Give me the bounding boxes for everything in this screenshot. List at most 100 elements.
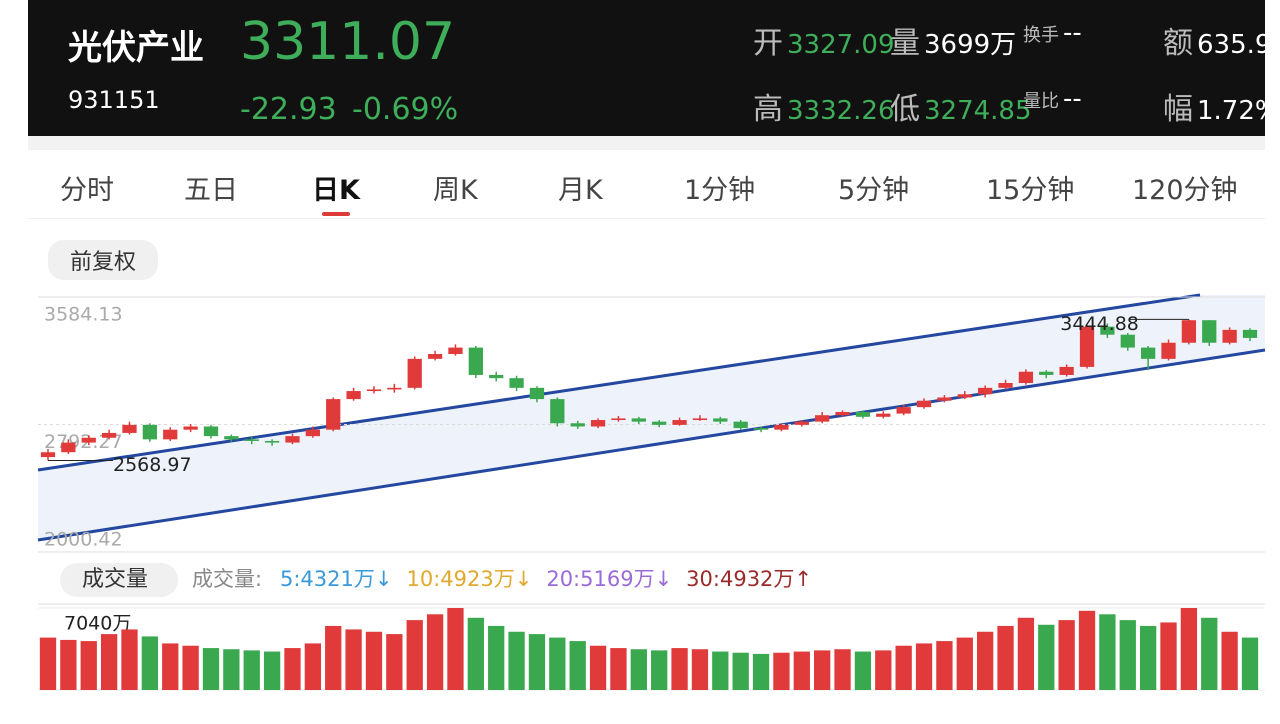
candle-body bbox=[1120, 334, 1135, 348]
volume-bar bbox=[1241, 637, 1259, 690]
volume-title: 成交量 bbox=[82, 567, 148, 592]
volume-bar bbox=[1017, 617, 1035, 690]
volume-bar bbox=[977, 631, 994, 690]
stat-label: 量 bbox=[890, 26, 920, 61]
volume-bar bbox=[895, 645, 912, 690]
candle-body bbox=[407, 358, 422, 388]
stat-label: 额 bbox=[1163, 26, 1193, 61]
tab[interactable]: 120分钟 bbox=[1132, 175, 1238, 206]
tab[interactable]: 五日 bbox=[184, 175, 238, 206]
stat: 低 3274.85 bbox=[890, 84, 1032, 128]
stat: 额 635.9 bbox=[1163, 18, 1265, 62]
stat-label: 换手 bbox=[1023, 25, 1059, 46]
volume-bar bbox=[100, 634, 118, 690]
candle-body bbox=[305, 429, 320, 437]
candle-body bbox=[957, 394, 972, 398]
volume-bar bbox=[1180, 608, 1198, 690]
stat-value: -- bbox=[1063, 84, 1082, 114]
volume-bar bbox=[223, 649, 240, 690]
volume-bar bbox=[80, 641, 97, 690]
candle-body bbox=[81, 437, 96, 443]
y-tick-label: 3584.13 bbox=[44, 304, 123, 326]
volume-bar bbox=[854, 651, 872, 690]
candle-body bbox=[1181, 320, 1197, 343]
stat-value: 635.9 bbox=[1197, 30, 1265, 60]
candle-body bbox=[855, 411, 871, 417]
candle-body bbox=[122, 424, 137, 433]
volume-button[interactable] bbox=[60, 563, 178, 597]
y-tick-label: 2000.42 bbox=[44, 529, 123, 551]
tab[interactable]: 周K bbox=[433, 175, 478, 206]
tab[interactable]: 15分钟 bbox=[986, 175, 1075, 206]
candle-body bbox=[61, 442, 76, 453]
stat-label: 低 bbox=[890, 92, 920, 127]
volume-bar bbox=[467, 617, 484, 690]
ma-legend: 5:4321万↓ bbox=[280, 567, 392, 591]
volume-bar bbox=[284, 648, 301, 690]
candle-body bbox=[590, 420, 606, 427]
tab[interactable]: 5分钟 bbox=[838, 175, 910, 206]
stat: 量 3699万 bbox=[890, 18, 1016, 62]
stat-value: 1.72% bbox=[1197, 96, 1265, 126]
volume-bar bbox=[1078, 610, 1096, 690]
change: -22.93 bbox=[240, 92, 337, 127]
stock-name: 光伏产业 bbox=[68, 28, 204, 68]
candle-body bbox=[1079, 326, 1095, 367]
stat: 高 3332.26 bbox=[753, 84, 895, 128]
volume-bar bbox=[426, 614, 444, 690]
candle-body bbox=[163, 429, 178, 440]
volume-bar bbox=[630, 649, 647, 690]
candle-body bbox=[346, 391, 361, 400]
candle-body bbox=[1100, 326, 1115, 335]
volume-bar bbox=[39, 637, 57, 690]
candle-body bbox=[978, 387, 993, 395]
volume-bar bbox=[263, 651, 281, 690]
volume-bar bbox=[345, 629, 362, 690]
candle-body bbox=[509, 378, 524, 388]
candle-body bbox=[448, 347, 463, 355]
candle-body bbox=[468, 347, 483, 375]
volume-bar bbox=[325, 625, 342, 690]
volume-bar bbox=[610, 648, 627, 690]
stat-value: -- bbox=[1063, 18, 1082, 48]
volume-bar bbox=[793, 651, 810, 690]
candle-body bbox=[835, 411, 850, 416]
divider bbox=[28, 218, 1265, 219]
candle-body bbox=[1059, 366, 1074, 375]
candle-body bbox=[387, 387, 402, 390]
volume-bar bbox=[1201, 617, 1218, 690]
volume-bar bbox=[365, 631, 383, 690]
candle-body bbox=[1141, 347, 1156, 359]
volume-bar bbox=[121, 629, 138, 690]
candle-body bbox=[183, 426, 198, 430]
candle-body bbox=[1222, 329, 1237, 343]
candle-body bbox=[40, 452, 56, 458]
tab[interactable]: 月K bbox=[558, 175, 603, 206]
volume-legend-title: 成交量: bbox=[192, 567, 262, 591]
candle-body bbox=[733, 421, 748, 429]
volume-bar bbox=[202, 648, 220, 690]
volume-bar bbox=[508, 631, 525, 690]
candle-body bbox=[1202, 320, 1217, 343]
tab[interactable]: 日K bbox=[312, 175, 360, 206]
candle-body bbox=[264, 440, 280, 443]
volume-bar bbox=[60, 639, 77, 690]
candle-body bbox=[916, 400, 932, 408]
tab[interactable]: 1分钟 bbox=[684, 175, 756, 206]
stat-label: 幅 bbox=[1163, 92, 1193, 127]
candle-body bbox=[427, 354, 443, 359]
volume-bar bbox=[875, 650, 892, 690]
candle-body bbox=[1242, 329, 1258, 338]
adjust-button[interactable]: 前复权 bbox=[48, 240, 159, 280]
candle-body bbox=[998, 383, 1013, 388]
tab[interactable]: 分时 bbox=[60, 175, 114, 206]
candle-body bbox=[794, 421, 809, 425]
volume-bar bbox=[752, 653, 770, 690]
annotation: 2568.97 bbox=[113, 454, 192, 476]
stat-label: 高 bbox=[753, 92, 783, 127]
volume-bar bbox=[182, 645, 199, 690]
candle-body bbox=[570, 423, 585, 427]
change-pct: -0.69% bbox=[352, 92, 459, 127]
channel-bottom bbox=[37, 348, 1266, 542]
volume-bar bbox=[243, 650, 260, 690]
